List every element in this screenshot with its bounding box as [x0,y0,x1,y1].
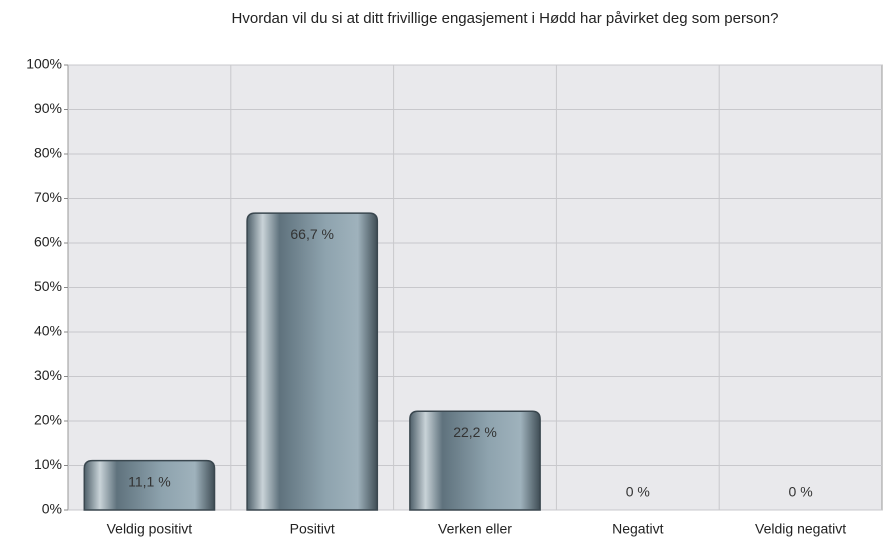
y-tick-label: 70% [34,189,62,205]
y-tick-label: 20% [34,412,62,428]
bar [409,410,541,511]
x-tick-label: Negativt [612,521,663,537]
x-tick-label: Positivt [290,521,335,537]
value-label: 11,1 % [128,473,171,489]
y-tick-label: 10% [34,456,62,472]
y-tick-label: 40% [34,323,62,339]
y-tick-label: 60% [34,234,62,250]
y-tick-label: 50% [34,278,62,294]
x-tick-label: Verken eller [438,521,512,537]
chart-title: Hvordan vil du si at ditt frivillige eng… [231,10,779,27]
y-tick-label: 90% [34,100,62,116]
value-label: 66,7 % [290,226,334,242]
y-tick-label: 80% [34,145,62,161]
x-tick-label: Veldig positivt [107,521,193,537]
value-label: 0 % [626,484,650,500]
bar [246,212,379,511]
y-tick-label: 0% [42,501,62,517]
value-label: 0 % [789,484,813,500]
y-tick-label: 100% [26,56,62,72]
value-label: 22,2 % [453,424,497,440]
bar [83,459,216,511]
x-tick-label: Veldig negativt [755,521,846,537]
y-tick-label: 30% [34,367,62,383]
